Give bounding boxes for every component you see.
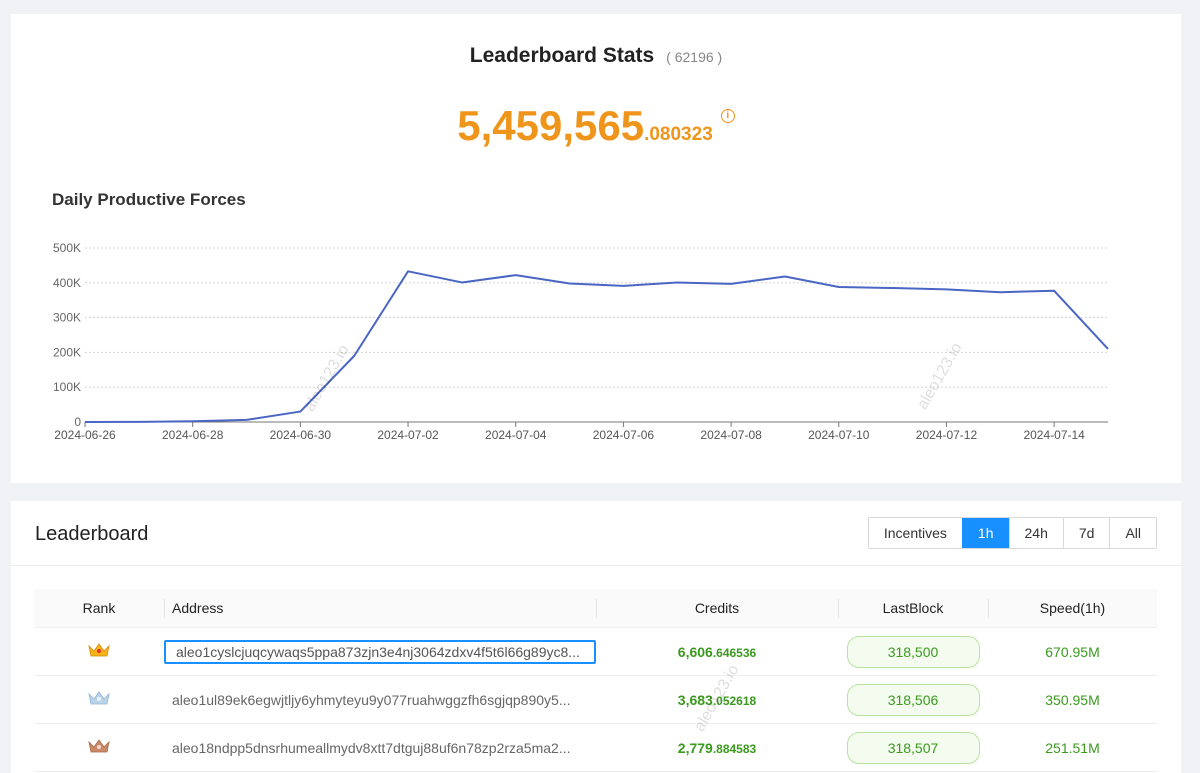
total-value-integer: 5,459,565 bbox=[457, 102, 645, 149]
lastblock-badge[interactable]: 318,506 bbox=[846, 683, 980, 716]
leaderboard-title: Leaderboard bbox=[35, 523, 149, 545]
x-tick-label: 2024-07-04 bbox=[485, 428, 547, 442]
divider bbox=[11, 565, 1181, 566]
bronze-crown-icon bbox=[88, 739, 110, 753]
x-tick-label: 2024-07-08 bbox=[700, 428, 762, 442]
table-row: aleo18ndpp5dnsrhumeallmydv8xtt7dtguj88uf… bbox=[34, 724, 1157, 772]
x-tick-label: 2024-07-14 bbox=[1023, 428, 1085, 442]
leaderboard-table: Rank Address Credits LastBlock Speed(1h)… bbox=[34, 589, 1157, 772]
table-header: Rank Address Credits LastBlock Speed(1h) bbox=[34, 589, 1157, 628]
y-tick-label: 500K bbox=[53, 241, 81, 255]
info-icon[interactable]: i bbox=[720, 109, 735, 123]
credits: 2,779.884583 bbox=[677, 739, 757, 756]
total-value: 5,459,565.080323 i bbox=[11, 102, 1181, 150]
table-row: aleo1ul89ek6egwjtljy6yhmyteyu9y077ruahwg… bbox=[34, 676, 1157, 724]
header-lastblock: LastBlock bbox=[838, 589, 988, 627]
tab-7d[interactable]: 7d bbox=[1062, 518, 1110, 548]
header-speed: Speed(1h) bbox=[988, 589, 1157, 627]
header-address: Address bbox=[164, 589, 596, 627]
leaderboard-stats-card: Leaderboard Stats ( 62196 ) 5,459,565.080… bbox=[11, 14, 1181, 483]
y-tick-label: 0 bbox=[74, 415, 81, 429]
gold-crown-icon bbox=[88, 643, 110, 657]
credits: 3,683.052618 bbox=[677, 691, 757, 708]
lastblock-badge[interactable]: 318,507 bbox=[846, 731, 980, 764]
tab-24h[interactable]: 24h bbox=[1008, 518, 1063, 548]
address-link[interactable]: aleo18ndpp5dnsrhumeallmydv8xtt7dtguj88uf… bbox=[172, 739, 571, 756]
speed: 251.51M bbox=[1045, 739, 1100, 756]
stats-header: Leaderboard Stats ( 62196 ) bbox=[11, 44, 1181, 68]
silver-crown-icon bbox=[88, 691, 110, 705]
x-tick-label: 2024-07-06 bbox=[593, 428, 655, 442]
y-tick-label: 100K bbox=[53, 380, 81, 394]
chart-title: Daily Productive Forces bbox=[52, 190, 246, 209]
tab-all[interactable]: All bbox=[1109, 518, 1156, 548]
series-line bbox=[84, 270, 1109, 423]
x-tick-label: 2024-06-30 bbox=[270, 428, 332, 442]
x-tick-label: 2024-06-28 bbox=[162, 428, 224, 442]
stats-title: Leaderboard Stats bbox=[469, 44, 655, 67]
x-tick-label: 2024-07-12 bbox=[916, 428, 978, 442]
x-tick-label: 2024-07-10 bbox=[808, 428, 870, 442]
x-tick-label: 2024-06-26 bbox=[54, 428, 116, 442]
table-row: aleo1cyslcjuqcywaqs5ppa873zjn3e4nj3064zd… bbox=[34, 628, 1157, 676]
address-link[interactable]: aleo1ul89ek6egwjtljy6yhmyteyu9y077ruahwg… bbox=[172, 691, 571, 708]
credits: 6,606.646536 bbox=[677, 643, 757, 660]
daily-productive-forces-chart: 0 100K 200K 300K 400K 500K 2024-06-26 2024-06-2… bbox=[53, 241, 1109, 442]
y-tick-label: 200K bbox=[53, 345, 81, 359]
time-range-selector: Incentives 1h 24h 7d All bbox=[867, 517, 1157, 549]
address-link[interactable]: aleo1cyslcjuqcywaqs5ppa873zjn3e4nj3064zd… bbox=[164, 639, 596, 664]
lastblock-badge[interactable]: 318,500 bbox=[846, 635, 980, 668]
leaderboard-card: Leaderboard Incentives 1h 24h 7d All Rank Ad… bbox=[11, 501, 1181, 773]
header-rank: Rank bbox=[82, 600, 116, 616]
y-tick-label: 400K bbox=[53, 276, 81, 290]
speed: 670.95M bbox=[1045, 643, 1100, 660]
tab-incentives[interactable]: Incentives bbox=[868, 518, 962, 548]
stats-count: ( 62196 ) bbox=[666, 49, 723, 65]
speed: 350.95M bbox=[1045, 691, 1100, 708]
y-tick-label: 300K bbox=[53, 311, 81, 325]
total-value-decimal: .080323 bbox=[644, 124, 713, 145]
x-tick-label: 2024-07-02 bbox=[377, 428, 439, 442]
header-credits: Credits bbox=[596, 589, 838, 627]
tab-1h[interactable]: 1h bbox=[961, 518, 1009, 548]
